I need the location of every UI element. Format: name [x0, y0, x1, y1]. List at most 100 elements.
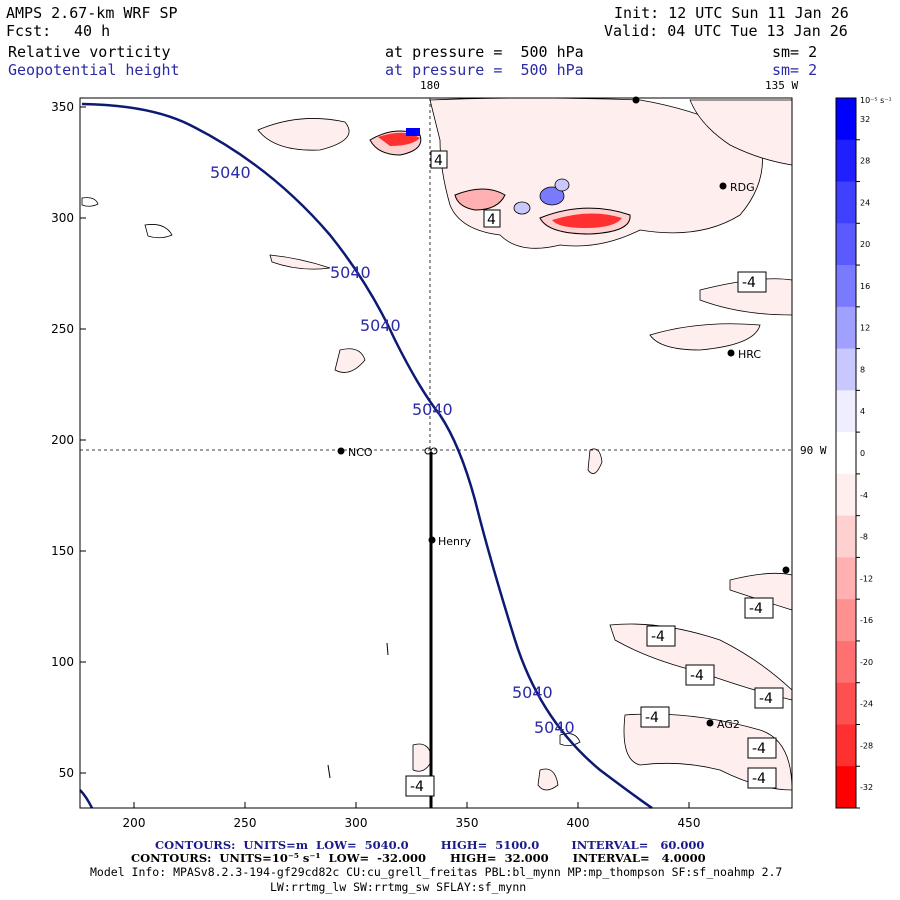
x-tick-label: 300: [345, 816, 368, 830]
field2-smooth: sm= 2: [772, 61, 818, 79]
vort-label: -4: [651, 629, 665, 645]
station-dot-nco: [337, 447, 345, 455]
field2-level: at pressure = 500 hPa: [385, 61, 584, 79]
colorbar-tick-label: -8: [860, 533, 868, 542]
station-label-ag2: AG2: [717, 718, 740, 731]
height-label: 5040: [330, 263, 371, 282]
station-label-hrc: HRC: [738, 348, 761, 361]
footer-model-info: Model Info: MPASv8.2.3-194-gf29cd82c CU:…: [90, 865, 783, 879]
colorbar-swatch: [836, 98, 856, 141]
stations: RDG HRC NCO Henry AG2: [337, 96, 790, 731]
vort-label: 4: [487, 212, 496, 228]
station-dot-henry: [428, 536, 436, 544]
colorbar-swatch: [836, 390, 856, 433]
colorbar-swatch: [836, 515, 856, 558]
colorbar-swatch: [836, 724, 856, 767]
station-label-henry: Henry: [438, 535, 472, 548]
colorbar-tick-label: -32: [860, 783, 873, 792]
colorbar: 32 28 24 20 16 12 8 4 0 -4 -8 -12 -16 -20 -24 -28 -32: [835, 97, 873, 809]
height-contour-5040-edge: [79, 789, 94, 809]
footer-vorticity-contours: CONTOURS: UNITS=10⁻⁵ s⁻¹ LOW= -32.000 HI…: [131, 851, 706, 865]
x-tick-label: 450: [678, 816, 701, 830]
valid-time: Valid: 04 UTC Tue 13 Jan 26: [604, 22, 848, 40]
init-time: Init: 12 UTC Sun 11 Jan 26: [614, 4, 849, 22]
x-tick-label: 250: [234, 816, 257, 830]
colorbar-swatch: [836, 682, 856, 725]
colorbar-swatch: [836, 181, 856, 224]
x-tick-labels: 200 250 300 350 400 450: [123, 816, 701, 830]
station-dot-hrc: [727, 349, 735, 357]
field1-name: Relative vorticity: [8, 43, 171, 61]
vort-label: -4: [752, 741, 766, 757]
meridian-90w-label: 90 W: [800, 444, 827, 457]
vorticity-field: [81, 97, 793, 791]
colorbar-swatch: [836, 432, 856, 475]
colorbar-swatch: [836, 599, 856, 642]
colorbar-tick-label: 32: [860, 115, 870, 124]
height-label: 5040: [360, 316, 401, 335]
colorbar-swatch: [836, 223, 856, 266]
y-tick-labels: 350 300 250 200 150 100 50: [51, 100, 74, 780]
y-tick-label: 100: [51, 655, 74, 669]
station-dot-edge: [782, 566, 790, 574]
station-label-nco: NCO: [348, 446, 373, 459]
colorbar-swatch: [836, 640, 856, 684]
field1-smooth: sm= 2: [772, 43, 818, 61]
meridian-135w-label: 135 W: [765, 79, 799, 92]
field2-name: Geopotential height: [8, 61, 180, 79]
height-label: 5040: [412, 400, 453, 419]
x-tick-label: 350: [456, 816, 479, 830]
station-dot-rdg: [719, 182, 727, 190]
vort-label: -4: [742, 275, 756, 291]
height-label: 5040: [534, 718, 575, 737]
colorbar-unit: 10⁻⁵ s⁻¹: [860, 96, 892, 105]
forecast-hour: 40 h: [74, 22, 111, 40]
colorbar-tick-label: -20: [860, 658, 873, 667]
colorbar-tick-label: -24: [860, 700, 873, 709]
colorbar-swatch: [836, 265, 856, 308]
colorbar-swatch: [836, 139, 856, 183]
colorbar-swatch: [836, 473, 856, 517]
colorbar-tick-label: 8: [860, 365, 865, 374]
model-title: AMPS 2.67-km WRF SP: [6, 4, 178, 22]
pole-marker: [430, 447, 438, 455]
colorbar-tick-label: 20: [860, 240, 870, 249]
colorbar-tick-label: -12: [860, 574, 873, 583]
height-contour-5040: [81, 102, 653, 810]
footer-model-physics: LW:rrtmg_lw SW:rrtmg_sw SFLAY:sf_mynn: [270, 880, 527, 894]
colorbar-tick-label: 12: [860, 324, 870, 333]
colorbar-swatch: [836, 306, 856, 350]
footer-height-contours: CONTOURS: UNITS=m LOW= 5040.0 HIGH= 5100…: [155, 838, 705, 852]
vort-label: -4: [752, 771, 766, 787]
vort-label: -4: [749, 601, 763, 617]
station-dot-top: [632, 96, 640, 104]
colorbar-swatch: [836, 557, 856, 600]
pole-marker: [424, 447, 432, 455]
field1-level: at pressure = 500 hPa: [385, 43, 584, 61]
y-tick-label: 50: [59, 766, 74, 780]
colorbar-tick-label: 24: [860, 198, 870, 207]
vort-label: 4: [434, 153, 443, 169]
colorbar-tick-label: 16: [860, 282, 870, 291]
meridian-180-label: 180: [420, 79, 440, 92]
colorbar-swatch: [836, 348, 856, 391]
colorbar-swatch: [836, 766, 856, 809]
forecast-label: Fcst:: [6, 22, 52, 40]
station-dot-ag2: [706, 719, 714, 727]
y-tick-label: 150: [51, 544, 74, 558]
height-labels: 5040 5040 5040 5040 5040 5040: [210, 163, 575, 737]
x-axis: [133, 802, 690, 808]
height-label: 5040: [512, 683, 553, 702]
plot-frame: [79, 97, 793, 809]
colorbar-tick-label: -16: [860, 616, 873, 625]
y-tick-label: 300: [51, 211, 74, 225]
vort-label: -4: [759, 691, 773, 707]
colorbar-tick-label: -4: [860, 491, 868, 500]
colorbar-frame: [835, 97, 857, 809]
height-label: 5040: [210, 163, 251, 182]
vort-label: -4: [690, 668, 704, 684]
colorbar-tick-label: 28: [860, 157, 870, 166]
y-tick-label: 250: [51, 322, 74, 336]
colorbar-tick-label: -28: [860, 741, 873, 750]
colorbar-tick-label: 4: [860, 407, 865, 416]
